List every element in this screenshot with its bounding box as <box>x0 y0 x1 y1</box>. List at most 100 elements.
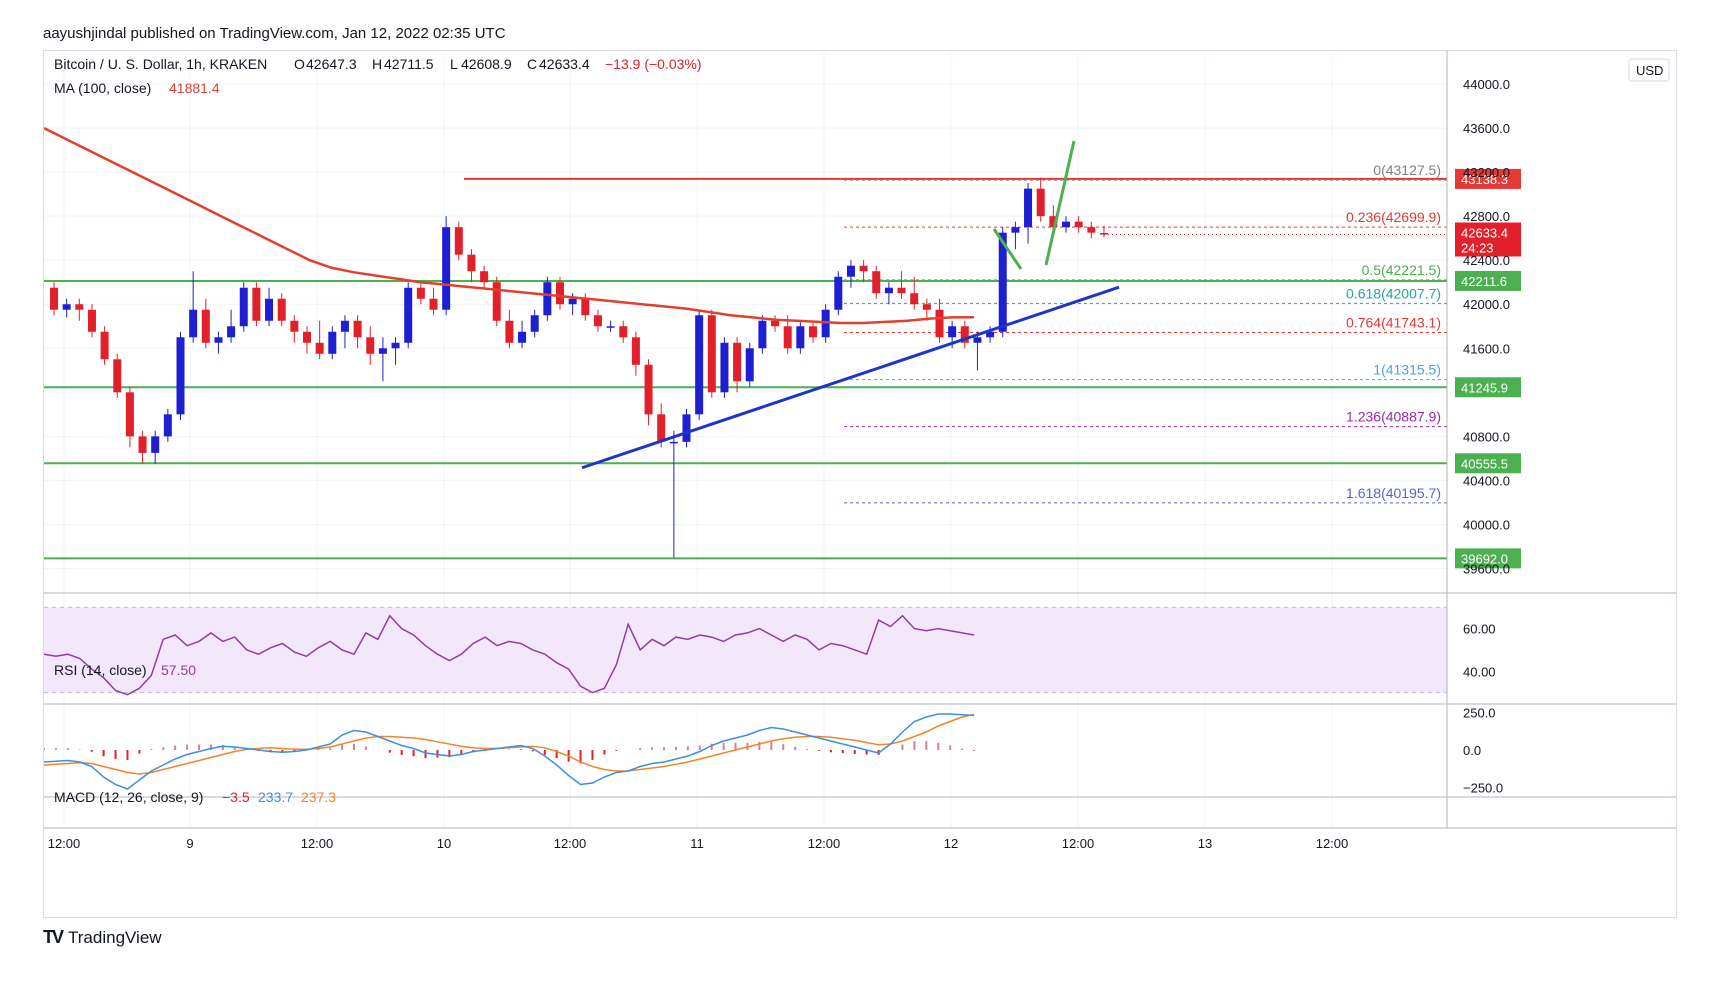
macd-panel[interactable]: 250.0 0.0 −250.0 <box>44 706 1503 796</box>
candle[interactable] <box>1011 227 1020 233</box>
candle[interactable] <box>897 287 906 294</box>
candle[interactable] <box>277 298 286 321</box>
candle[interactable] <box>707 315 716 393</box>
candle[interactable] <box>657 414 666 442</box>
candle[interactable] <box>214 337 223 343</box>
candle[interactable] <box>62 304 71 310</box>
candle[interactable] <box>315 342 324 354</box>
candle[interactable] <box>151 436 160 453</box>
tradingview-logo[interactable]: TV TradingView <box>43 927 162 948</box>
candle[interactable] <box>113 359 122 393</box>
candle[interactable] <box>834 276 843 310</box>
candle[interactable] <box>492 282 501 321</box>
rsi-line[interactable] <box>44 614 975 696</box>
candle[interactable] <box>669 441 678 444</box>
chart-frame[interactable]: 42211.6 41245.9 40555.5 39692.0 43138.3 0(431… <box>43 50 1677 918</box>
candle[interactable] <box>1024 188 1033 228</box>
candle[interactable] <box>809 326 817 338</box>
candle[interactable] <box>340 320 349 332</box>
legend-ma-label: MA (100, close) <box>54 80 151 96</box>
candle[interactable] <box>265 298 274 321</box>
candle[interactable] <box>125 392 134 437</box>
candle[interactable] <box>100 331 109 360</box>
candle[interactable] <box>720 342 729 393</box>
candle[interactable] <box>1074 221 1083 228</box>
candle[interactable] <box>758 320 767 349</box>
ma100-line[interactable] <box>44 126 975 325</box>
currency-badge[interactable] <box>1628 58 1670 82</box>
candle[interactable] <box>1036 188 1045 217</box>
rsi-panel[interactable]: 60.00 40.00 <box>44 606 1496 696</box>
candle[interactable] <box>556 282 564 305</box>
candle[interactable] <box>429 298 438 310</box>
candle[interactable] <box>859 265 868 272</box>
candle[interactable] <box>391 342 400 349</box>
candle[interactable] <box>442 227 451 310</box>
candle[interactable] <box>176 337 185 415</box>
candle[interactable] <box>948 326 957 338</box>
candle[interactable] <box>695 315 704 415</box>
candle[interactable] <box>872 271 881 294</box>
candle[interactable] <box>1062 221 1070 228</box>
candle[interactable] <box>1049 216 1058 228</box>
candle[interactable] <box>227 326 236 338</box>
candle[interactable] <box>745 348 754 382</box>
candle[interactable] <box>973 337 982 343</box>
candle[interactable] <box>783 326 792 349</box>
trendline[interactable] <box>581 285 1120 470</box>
candle[interactable] <box>733 342 742 382</box>
candle[interactable] <box>960 326 969 343</box>
candle[interactable] <box>998 232 1007 332</box>
candle[interactable] <box>454 227 463 255</box>
candle[interactable] <box>50 287 58 310</box>
candle[interactable] <box>467 254 476 272</box>
candle[interactable] <box>138 436 147 453</box>
candle[interactable] <box>922 304 931 310</box>
candle[interactable] <box>846 265 855 277</box>
candle[interactable] <box>593 315 602 327</box>
candle[interactable] <box>75 304 84 310</box>
candle[interactable] <box>505 320 514 343</box>
candle[interactable] <box>543 282 552 316</box>
candle[interactable] <box>328 331 337 354</box>
candle[interactable] <box>619 326 628 338</box>
candle[interactable] <box>606 326 615 328</box>
candle[interactable] <box>568 298 577 305</box>
candle[interactable] <box>884 287 893 294</box>
candle[interactable] <box>581 298 590 316</box>
legend-c-label: C <box>527 56 537 72</box>
candle[interactable] <box>771 320 780 327</box>
candle[interactable] <box>416 287 425 299</box>
candle[interactable] <box>644 364 653 415</box>
candle[interactable] <box>986 331 995 338</box>
candle[interactable] <box>353 320 362 338</box>
candle[interactable] <box>682 414 691 442</box>
candle[interactable] <box>366 337 375 354</box>
candle[interactable] <box>404 287 413 343</box>
candle[interactable] <box>631 337 640 365</box>
candle[interactable] <box>530 315 539 332</box>
macd-line[interactable] <box>44 713 975 790</box>
candle[interactable] <box>378 348 387 354</box>
candle[interactable] <box>935 309 944 338</box>
candle[interactable] <box>303 331 311 343</box>
candle[interactable] <box>201 309 210 343</box>
price-panel[interactable]: 42211.6 41245.9 40555.5 39692.0 43138.3 0(431… <box>44 126 1521 569</box>
price-tick-label: 40800.0 <box>1463 429 1510 444</box>
chart-canvas[interactable]: 42211.6 41245.9 40555.5 39692.0 43138.3 0(431… <box>44 51 1676 917</box>
candle[interactable] <box>480 271 489 283</box>
candle[interactable] <box>163 414 172 437</box>
candle[interactable] <box>910 293 919 305</box>
macd-signal-line[interactable] <box>44 713 975 775</box>
candle[interactable] <box>290 320 299 332</box>
tradingview-brand: TradingView <box>68 927 162 947</box>
candle[interactable] <box>239 287 248 327</box>
candle[interactable] <box>821 309 830 338</box>
candle[interactable] <box>518 331 527 343</box>
candle[interactable] <box>796 326 805 349</box>
candle[interactable] <box>252 287 261 321</box>
candle[interactable] <box>1099 233 1108 235</box>
candle[interactable] <box>1087 227 1096 233</box>
candle[interactable] <box>87 309 96 332</box>
candle[interactable] <box>189 309 198 338</box>
